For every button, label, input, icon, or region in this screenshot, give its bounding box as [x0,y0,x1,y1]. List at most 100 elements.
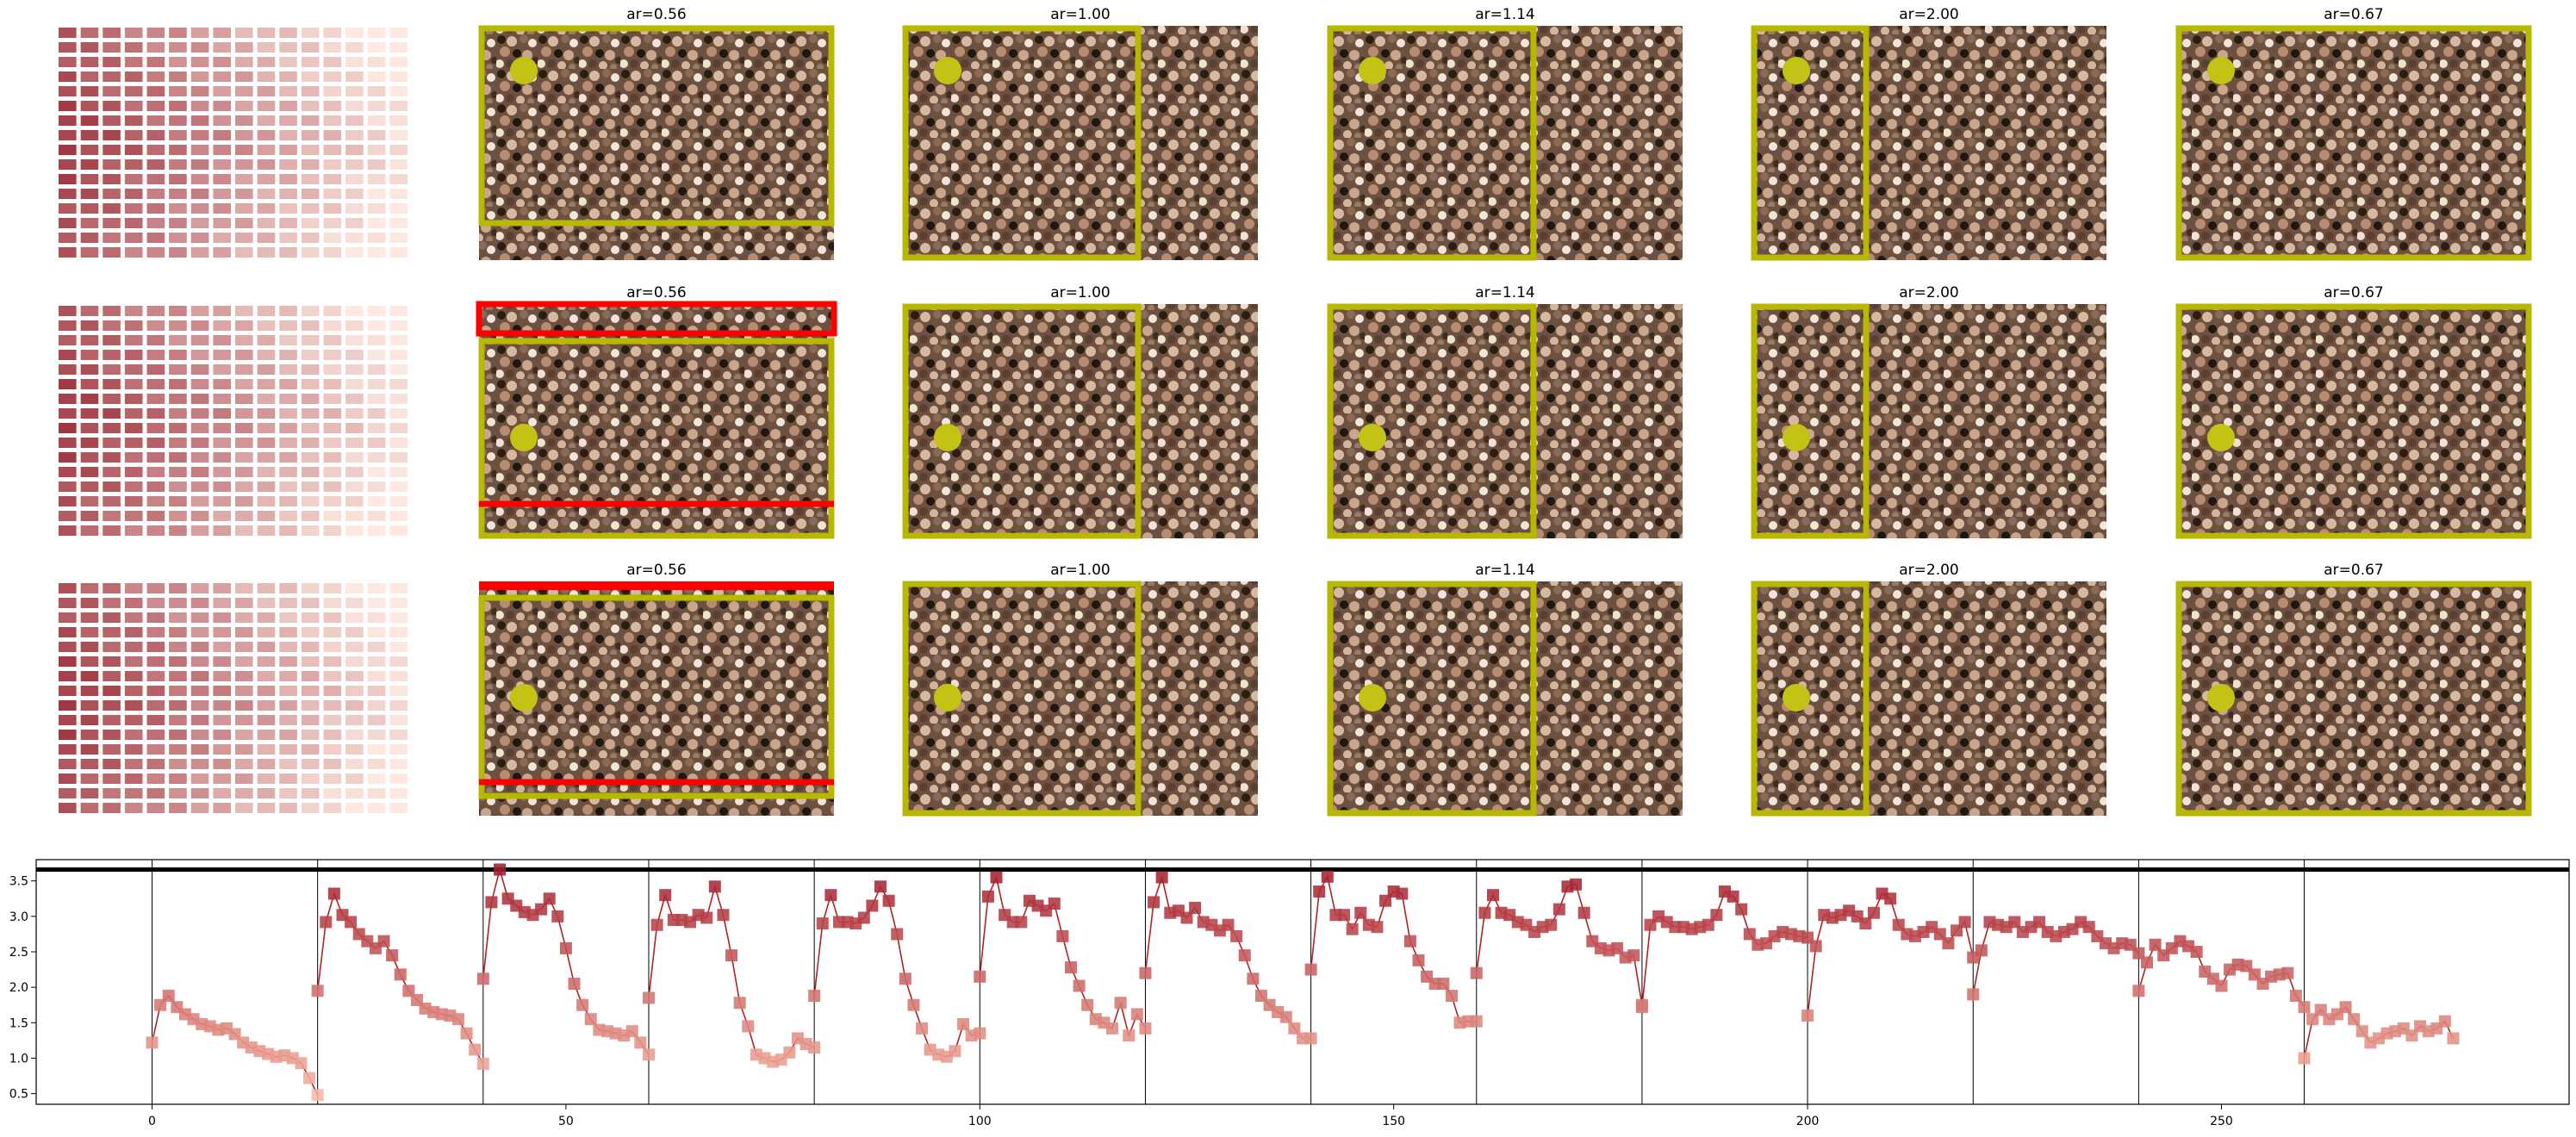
heatmap-cell [213,511,231,521]
heatmap-cell [257,350,276,360]
heatmap-cell [103,496,121,506]
heatmap-cell [169,715,187,725]
data-point [584,1013,597,1026]
heatmap-cell [146,335,165,345]
heatmap-cell [124,28,143,38]
plot-frame [35,859,2570,1105]
data-point [1106,1022,1119,1034]
heatmap-cell [235,612,253,623]
heatmap-cell [323,408,342,419]
heatmap-cell [323,233,342,243]
heatmap-cell [367,115,386,126]
heatmap-cell [59,320,77,331]
heatmap-cell [103,744,121,755]
data-point [1313,885,1326,898]
heatmap-cell [213,42,231,53]
heatmap-cell [190,686,209,696]
heatmap-cell [124,189,143,199]
heatmap-cell [124,788,143,798]
heatmap-cell [169,159,187,170]
heatmap-cell [389,218,408,228]
heatmap-cell [169,656,187,667]
heatmap-cell [323,627,342,637]
heatmap-cell [389,715,408,725]
data-point [1056,929,1069,942]
heatmap-cell [169,700,187,711]
data-point [1081,998,1094,1011]
heatmap-cell [169,612,187,623]
heatmap-cell [279,247,297,258]
heatmap-cell [80,379,99,389]
heatmap-cell [279,700,297,711]
heatmap-cell [169,671,187,681]
data-point [2132,985,2145,997]
heatmap-cell [235,42,253,53]
heatmap-cell [124,423,143,433]
heatmap-cell [80,467,99,477]
heatmap-cell [345,744,364,755]
data-point [2141,956,2153,969]
heatmap-cell [367,612,386,623]
heatmap-cell [80,759,99,769]
heatmap-cell [257,335,276,345]
heatmap-cell [279,467,297,477]
heatmap-cell [345,627,364,637]
heatmap-cell [213,145,231,155]
data-point [311,1089,324,1102]
heatmap-cell [103,379,121,389]
y-tick-label: 2.0 [9,981,28,995]
heatmap-cell [257,627,276,637]
heatmap-cell [146,452,165,463]
heatmap-cell [301,759,320,769]
heatmap-cell [190,408,209,419]
heatmap-cell [257,130,276,140]
heatmap-cell [190,115,209,126]
heatmap-cell [190,203,209,214]
heatmap-cell [190,130,209,140]
heatmap-cell [235,189,253,199]
heatmap-cell [169,233,187,243]
data-point [1570,878,1583,891]
heatmap-cell [345,803,364,813]
heatmap-cell [323,218,342,228]
heatmap-cell [301,598,320,608]
heatmap-cell [103,174,121,184]
heatmap-cell [213,744,231,755]
heatmap-cell [345,394,364,404]
heatmap-cell [190,671,209,681]
data-point [2306,1013,2319,1026]
heatmap-cell [257,496,276,506]
heatmap-cell [103,394,121,404]
heatmap-grid [59,583,408,813]
heatmap-cell [103,28,121,38]
heatmap-cell [80,394,99,404]
heatmap-cell [190,335,209,345]
heatmap-cell [213,642,231,652]
heatmap-cell [190,715,209,725]
heatmap-cell [235,115,253,126]
heatmap-cell [301,115,320,126]
heatmap-cell [213,467,231,477]
heatmap-cell [169,130,187,140]
series-line [648,884,815,1063]
heatmap-cell [279,189,297,199]
heatmap-cell [257,511,276,521]
heatmap-cell [389,247,408,258]
panel-title: ar=2.00 [1899,562,1959,579]
heatmap-cell [190,496,209,506]
panel-title: ar=0.56 [626,562,687,579]
heatmap-cell [279,42,297,53]
panel-title: ar=0.67 [2324,562,2384,579]
heatmap-cell [279,612,297,623]
heatmap-cell [124,627,143,637]
marker-dot [1783,57,1810,84]
crowd-photo [1328,26,1683,260]
heatmap-cell [345,656,364,667]
heatmap-cell [213,364,231,375]
crowd-photo [1752,304,2106,538]
heatmap-cell [190,803,209,813]
heatmap-cell [389,744,408,755]
heatmap-cell [124,203,143,214]
marker-dot [2207,57,2235,84]
